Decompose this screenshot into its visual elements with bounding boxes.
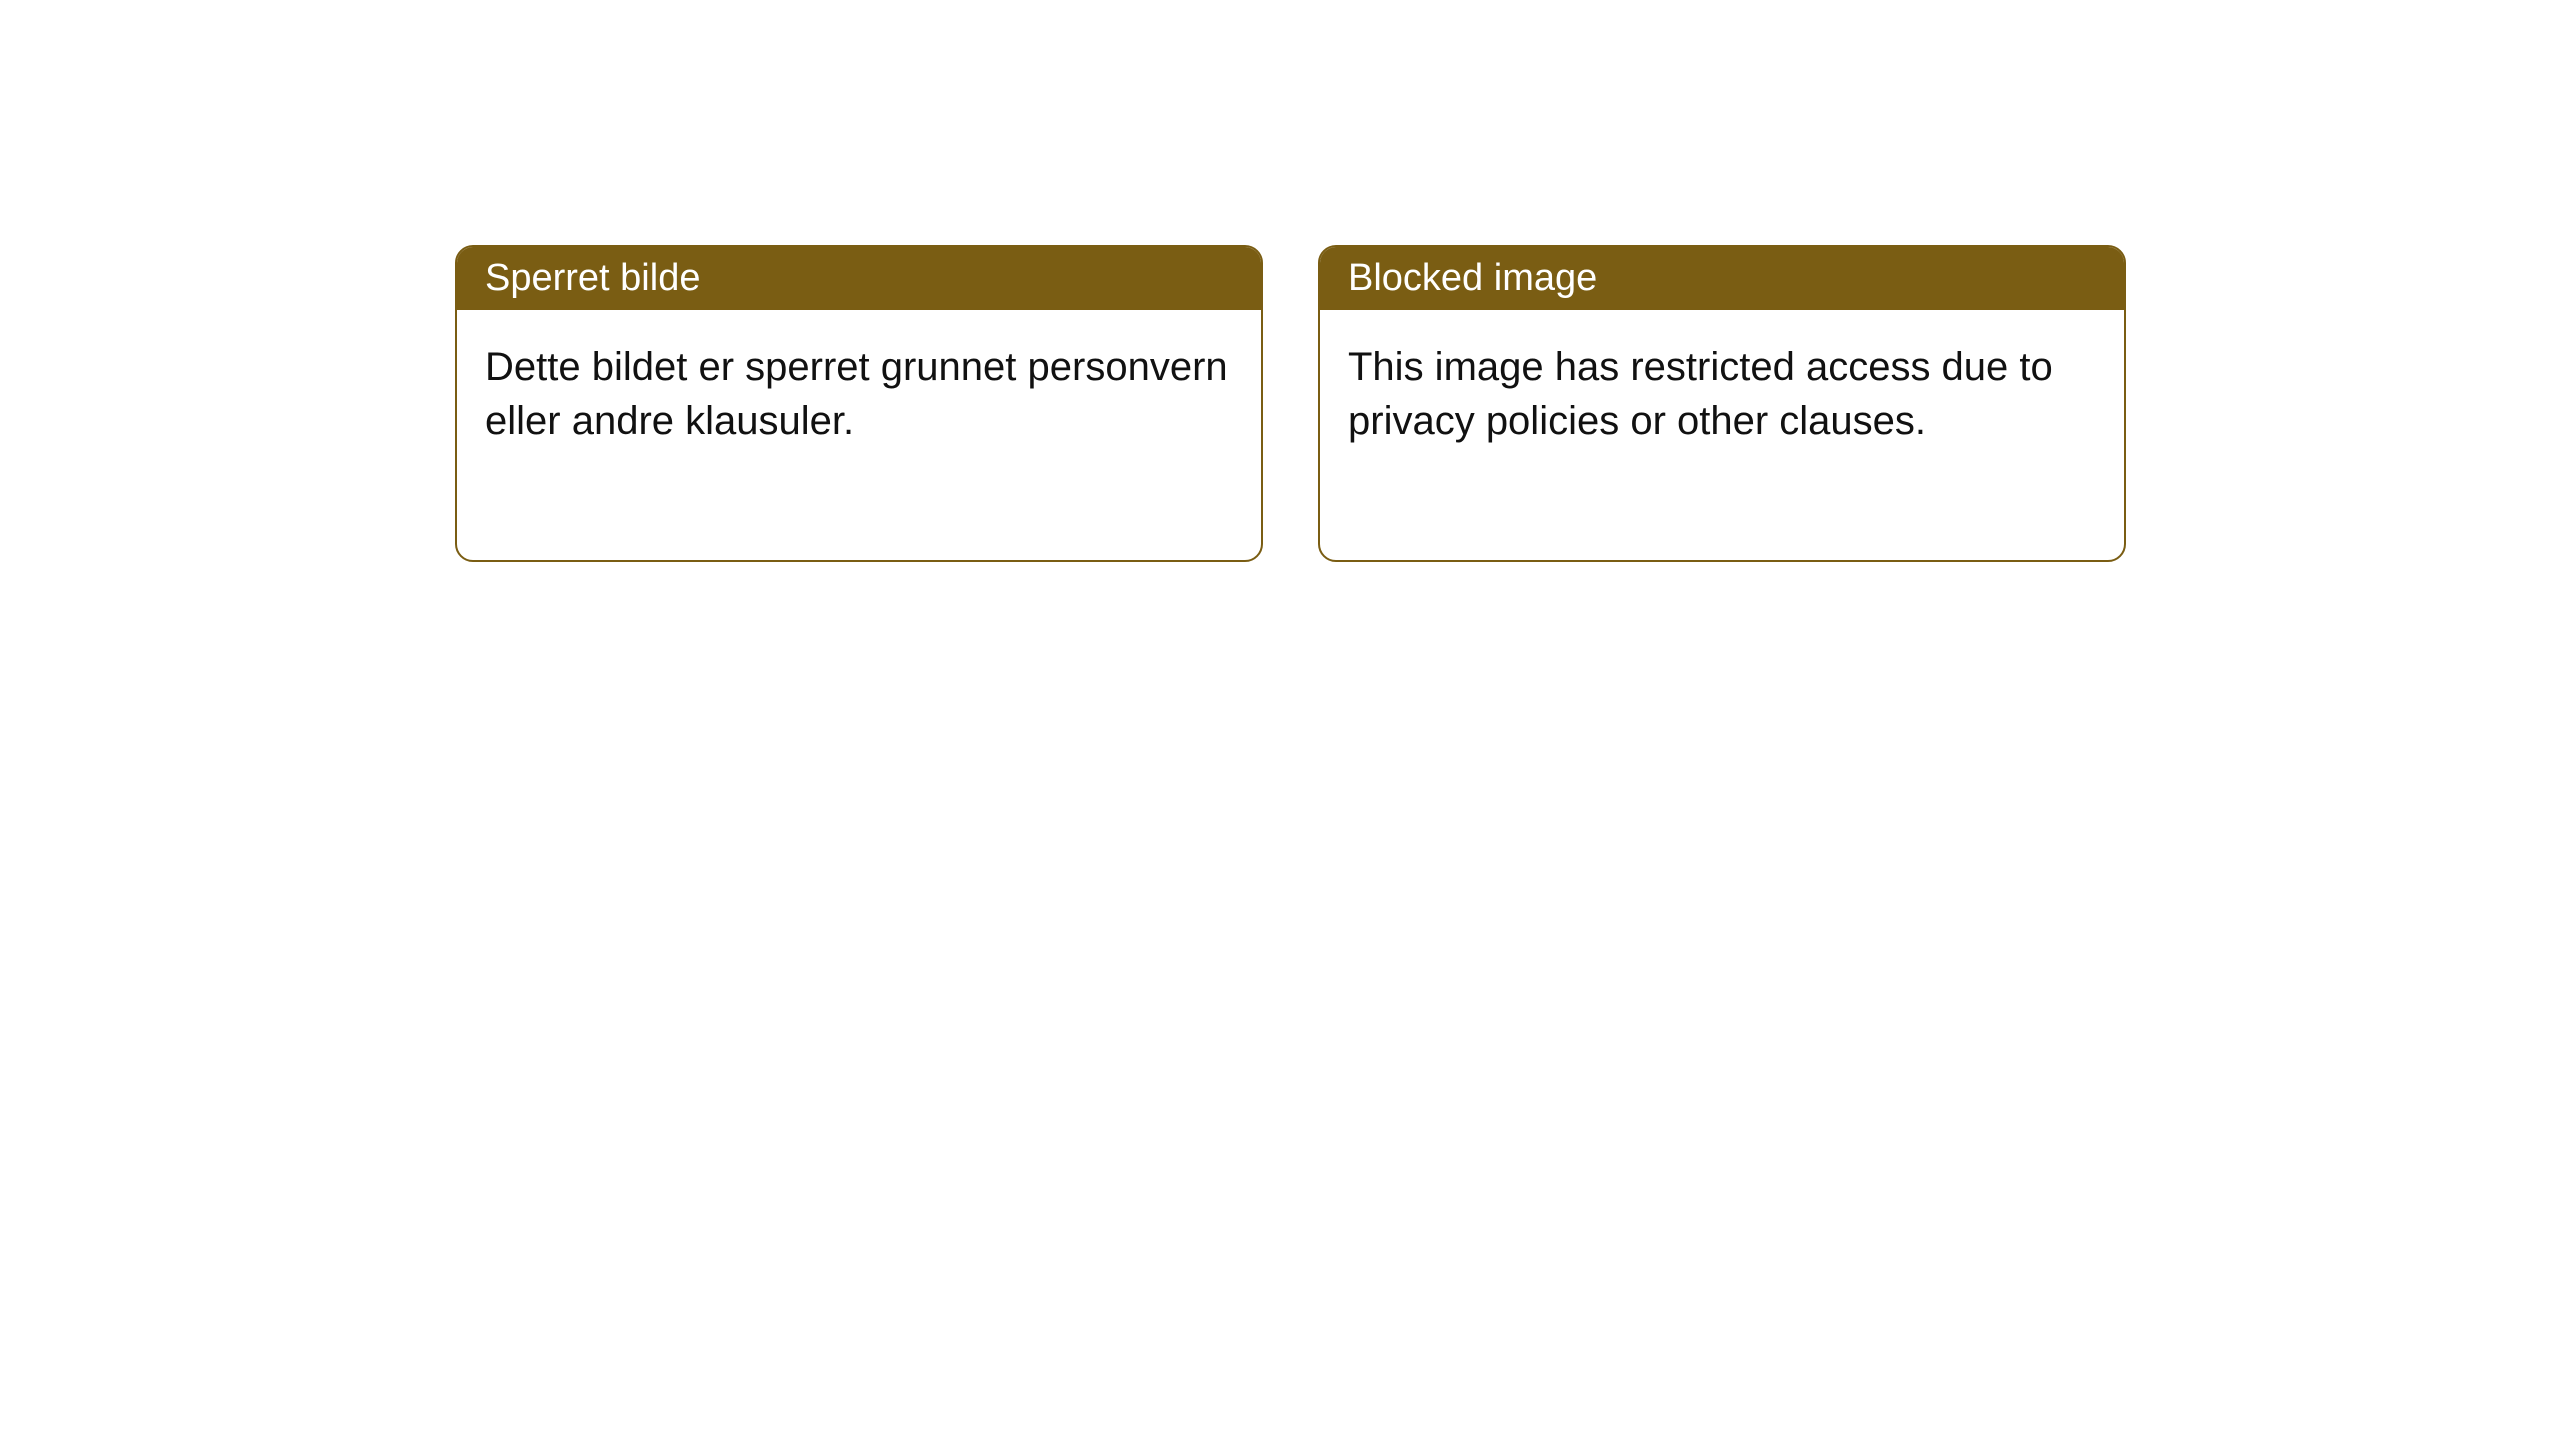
notice-card-english: Blocked image This image has restricted … [1318,245,2126,562]
notice-title: Blocked image [1320,247,2124,310]
notice-body: This image has restricted access due to … [1320,310,2124,560]
notice-card-norwegian: Sperret bilde Dette bildet er sperret gr… [455,245,1263,562]
notice-title: Sperret bilde [457,247,1261,310]
notice-container: Sperret bilde Dette bildet er sperret gr… [0,0,2560,562]
notice-body: Dette bildet er sperret grunnet personve… [457,310,1261,560]
